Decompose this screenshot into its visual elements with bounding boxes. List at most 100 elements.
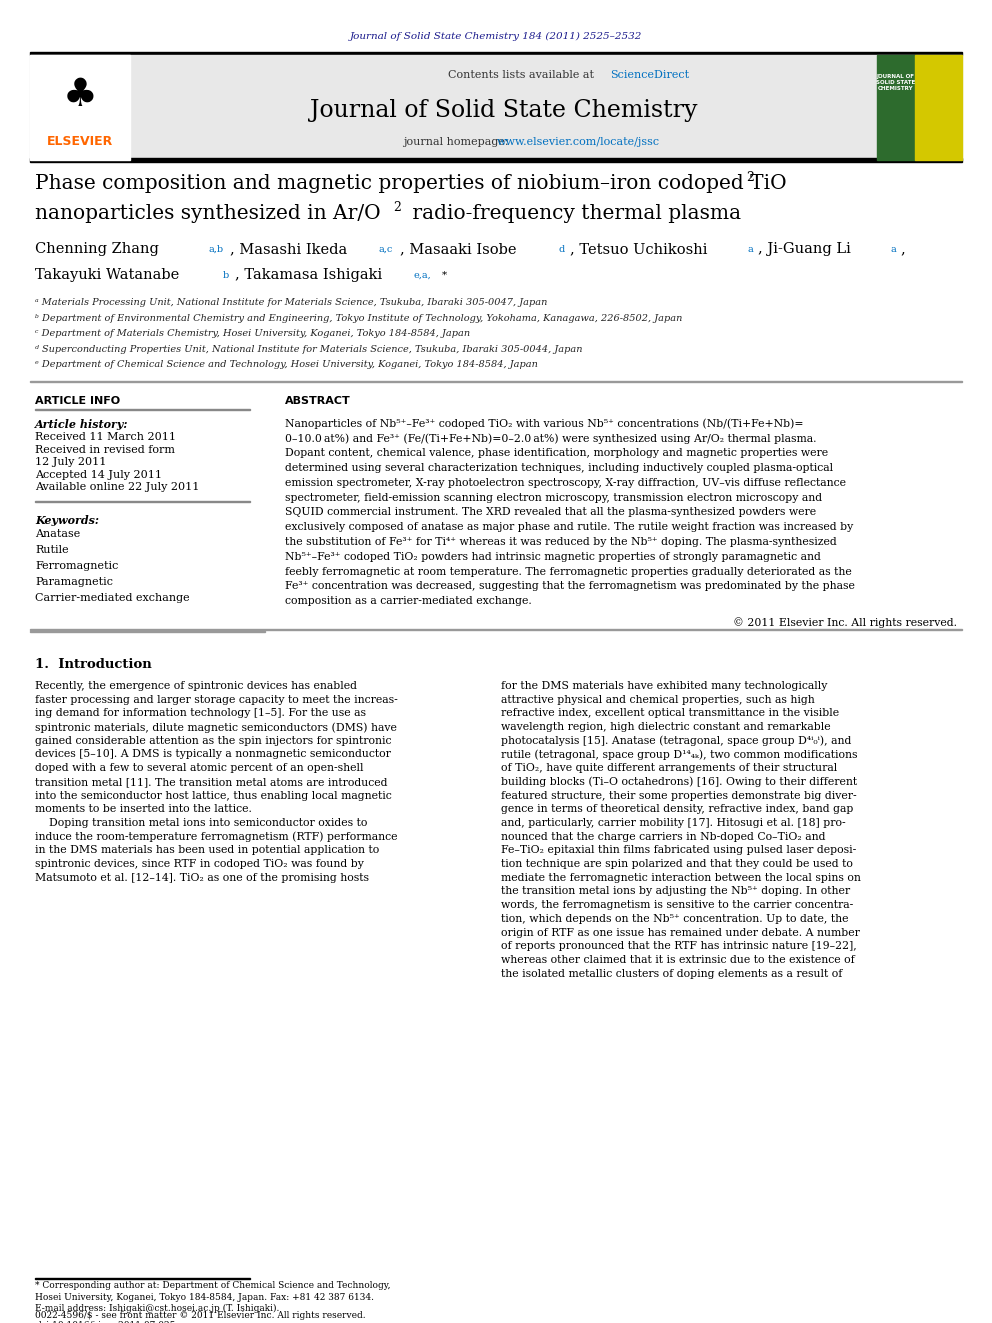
Text: the transition metal ions by adjusting the Nb⁵⁺ doping. In other: the transition metal ions by adjusting t… — [501, 886, 850, 897]
Bar — [877, 56, 916, 160]
Text: Hosei University, Koganei, Tokyo 184-8584, Japan. Fax: +81 42 387 6134.: Hosei University, Koganei, Tokyo 184-858… — [35, 1293, 374, 1302]
Text: ,: , — [900, 242, 905, 255]
Text: e,a,: e,a, — [414, 271, 432, 280]
Text: ARTICLE INFO: ARTICLE INFO — [35, 396, 120, 406]
Text: of TiO₂, have quite different arrangements of their structural: of TiO₂, have quite different arrangemen… — [501, 763, 837, 773]
Text: Paramagnetic: Paramagnetic — [35, 577, 113, 587]
Text: gence in terms of theoretical density, refractive index, band gap: gence in terms of theoretical density, r… — [501, 804, 853, 814]
Text: exclusively composed of anatase as major phase and rutile. The rutile weight fra: exclusively composed of anatase as major… — [285, 523, 853, 532]
Text: ELSEVIER: ELSEVIER — [47, 135, 113, 148]
Text: Anatase: Anatase — [35, 529, 80, 538]
Text: ᶜ Department of Materials Chemistry, Hosei University, Koganei, Tokyo 184-8584, : ᶜ Department of Materials Chemistry, Hos… — [35, 329, 470, 337]
Text: , Ji-Guang Li: , Ji-Guang Li — [758, 242, 851, 255]
Text: the isolated metallic clusters of doping elements as a result of: the isolated metallic clusters of doping… — [501, 968, 842, 979]
Text: Recently, the emergence of spintronic devices has enabled: Recently, the emergence of spintronic de… — [35, 681, 357, 691]
Text: doi:10.1016/j.jssc.2011.07.025: doi:10.1016/j.jssc.2011.07.025 — [35, 1320, 176, 1323]
Text: b: b — [223, 271, 229, 280]
Text: induce the room-temperature ferromagnetism (RTF) performance: induce the room-temperature ferromagneti… — [35, 832, 398, 843]
Text: Matsumoto et al. [12–14]. TiO₂ as one of the promising hosts: Matsumoto et al. [12–14]. TiO₂ as one of… — [35, 873, 369, 882]
Text: Rutile: Rutile — [35, 545, 68, 556]
Text: ᵇ Department of Environmental Chemistry and Engineering, Tokyo Institute of Tech: ᵇ Department of Environmental Chemistry … — [35, 314, 682, 323]
Text: Accepted 14 July 2011: Accepted 14 July 2011 — [35, 470, 162, 479]
Bar — [30, 157, 962, 161]
Text: featured structure, their some properties demonstrate big diver-: featured structure, their some propertie… — [501, 791, 857, 800]
Text: tion technique are spin polarized and that they could be used to: tion technique are spin polarized and th… — [501, 859, 853, 869]
Text: a: a — [747, 245, 753, 254]
Text: composition as a carrier-mediated exchange.: composition as a carrier-mediated exchan… — [285, 597, 532, 606]
Text: gained considerable attention as the spin injectors for spintronic: gained considerable attention as the spi… — [35, 736, 392, 746]
Text: building blocks (Ti–O octahedrons) [16]. Owing to their different: building blocks (Ti–O octahedrons) [16].… — [501, 777, 857, 787]
Text: moments to be inserted into the lattice.: moments to be inserted into the lattice. — [35, 804, 252, 814]
Text: ing demand for information technology [1–5]. For the use as: ing demand for information technology [1… — [35, 708, 366, 718]
Text: Received 11 March 2011: Received 11 March 2011 — [35, 433, 176, 442]
Text: d: d — [558, 245, 564, 254]
Text: a,b: a,b — [208, 245, 223, 254]
Text: determined using several characterization techniques, including inductively coup: determined using several characterizatio… — [285, 463, 833, 472]
Text: ᵉ Department of Chemical Science and Technology, Hosei University, Koganei, Toky: ᵉ Department of Chemical Science and Tec… — [35, 360, 538, 369]
Text: Phase composition and magnetic properties of niobium–iron codoped TiO: Phase composition and magnetic propertie… — [35, 175, 787, 193]
Text: JOURNAL OF
SOLID STATE
CHEMISTRY: JOURNAL OF SOLID STATE CHEMISTRY — [876, 74, 916, 90]
Text: words, the ferromagnetism is sensitive to the carrier concentra-: words, the ferromagnetism is sensitive t… — [501, 900, 853, 910]
Text: Fe³⁺ concentration was decreased, suggesting that the ferromagnetism was predomi: Fe³⁺ concentration was decreased, sugges… — [285, 581, 855, 591]
Text: ScienceDirect: ScienceDirect — [610, 70, 689, 79]
Text: 2: 2 — [746, 171, 754, 184]
Text: mediate the ferromagnetic interaction between the local spins on: mediate the ferromagnetic interaction be… — [501, 873, 861, 882]
Text: of reports pronounced that the RTF has intrinsic nature [19–22],: of reports pronounced that the RTF has i… — [501, 941, 857, 951]
Bar — [30, 56, 962, 160]
Text: SQUID commercial instrument. The XRD revealed that all the plasma-synthesized po: SQUID commercial instrument. The XRD rev… — [285, 507, 816, 517]
Text: , Masaaki Isobe: , Masaaki Isobe — [400, 242, 517, 255]
Text: Available online 22 July 2011: Available online 22 July 2011 — [35, 482, 199, 492]
Text: , Tetsuo Uchikoshi: , Tetsuo Uchikoshi — [570, 242, 707, 255]
Text: emission spectrometer, X-ray photoelectron spectroscopy, X-ray diffraction, UV–v: emission spectrometer, X-ray photoelectr… — [285, 478, 846, 488]
Text: 2: 2 — [393, 201, 401, 214]
Text: in the DMS materials has been used in potential application to: in the DMS materials has been used in po… — [35, 845, 379, 855]
Text: the substitution of Fe³⁺ for Ti⁴⁺ whereas it was reduced by the Nb⁵⁺ doping. The: the substitution of Fe³⁺ for Ti⁴⁺ wherea… — [285, 537, 836, 546]
Bar — [30, 56, 130, 160]
Text: nounced that the charge carriers in Nb-doped Co–TiO₂ and: nounced that the charge carriers in Nb-d… — [501, 832, 825, 841]
Text: origin of RTF as one issue has remained under debate. A number: origin of RTF as one issue has remained … — [501, 927, 860, 938]
Text: tion, which depends on the Nb⁵⁺ concentration. Up to date, the: tion, which depends on the Nb⁵⁺ concentr… — [501, 914, 848, 923]
Text: 0022-4596/$ - see front matter © 2011 Elsevier Inc. All rights reserved.: 0022-4596/$ - see front matter © 2011 El… — [35, 1311, 366, 1320]
Text: whereas other claimed that it is extrinsic due to the existence of: whereas other claimed that it is extrins… — [501, 955, 855, 964]
Text: wavelength region, high dielectric constant and remarkable: wavelength region, high dielectric const… — [501, 722, 830, 732]
Text: ABSTRACT: ABSTRACT — [285, 396, 351, 406]
Text: Contents lists available at: Contents lists available at — [448, 70, 598, 79]
Text: Dopant content, chemical valence, phase identification, morphology and magnetic : Dopant content, chemical valence, phase … — [285, 448, 828, 458]
Text: and, particularly, carrier mobility [17]. Hitosugi et al. [18] pro-: and, particularly, carrier mobility [17]… — [501, 818, 845, 828]
Text: devices [5–10]. A DMS is typically a nonmagnetic semiconductor: devices [5–10]. A DMS is typically a non… — [35, 749, 391, 759]
Text: ᵈ Superconducting Properties Unit, National Institute for Materials Science, Tsu: ᵈ Superconducting Properties Unit, Natio… — [35, 344, 582, 353]
Text: feebly ferromagnetic at room temperature. The ferromagnetic properties gradually: feebly ferromagnetic at room temperature… — [285, 566, 852, 577]
Bar — [30, 53, 962, 56]
Text: photocatalysis [15]. Anatase (tetragonal, space group D⁴ⁱ₀ⁱ), and: photocatalysis [15]. Anatase (tetragonal… — [501, 736, 851, 746]
Text: spectrometer, field-emission scanning electron microscopy, transmission electron: spectrometer, field-emission scanning el… — [285, 492, 822, 503]
Text: a,c: a,c — [378, 245, 393, 254]
Text: Ferromagnetic: Ferromagnetic — [35, 561, 118, 572]
Text: *: * — [442, 271, 447, 280]
Text: 12 July 2011: 12 July 2011 — [35, 456, 106, 467]
Text: Received in revised form: Received in revised form — [35, 445, 175, 455]
Text: for the DMS materials have exhibited many technologically: for the DMS materials have exhibited man… — [501, 681, 827, 691]
Text: , Masashi Ikeda: , Masashi Ikeda — [230, 242, 347, 255]
Text: refractive index, excellent optical transmittance in the visible: refractive index, excellent optical tran… — [501, 708, 839, 718]
Text: * Corresponding author at: Department of Chemical Science and Technology,: * Corresponding author at: Department of… — [35, 1281, 391, 1290]
Text: E-mail address: Ishigaki@cst.hosei.ac.jp (T. Ishigaki).: E-mail address: Ishigaki@cst.hosei.ac.jp… — [35, 1304, 280, 1314]
Text: Journal of Solid State Chemistry 184 (2011) 2525–2532: Journal of Solid State Chemistry 184 (20… — [350, 32, 642, 41]
Text: Nanoparticles of Nb⁵⁺–Fe³⁺ codoped TiO₂ with various Nb⁵⁺ concentrations (Nb/(Ti: Nanoparticles of Nb⁵⁺–Fe³⁺ codoped TiO₂ … — [285, 418, 804, 429]
Text: © 2011 Elsevier Inc. All rights reserved.: © 2011 Elsevier Inc. All rights reserved… — [733, 617, 957, 627]
Text: attractive physical and chemical properties, such as high: attractive physical and chemical propert… — [501, 695, 814, 705]
Text: into the semiconductor host lattice, thus enabling local magnetic: into the semiconductor host lattice, thu… — [35, 791, 392, 800]
Text: radio-frequency thermal plasma: radio-frequency thermal plasma — [406, 204, 741, 224]
Text: nanoparticles synthesized in Ar/O: nanoparticles synthesized in Ar/O — [35, 204, 381, 224]
Text: Keywords:: Keywords: — [35, 515, 99, 525]
Text: Carrier-mediated exchange: Carrier-mediated exchange — [35, 593, 189, 603]
Text: spintronic materials, dilute magnetic semiconductors (DMS) have: spintronic materials, dilute magnetic se… — [35, 722, 397, 733]
Text: www.elsevier.com/locate/jssc: www.elsevier.com/locate/jssc — [497, 138, 660, 147]
Text: spintronic devices, since RTF in codoped TiO₂ was found by: spintronic devices, since RTF in codoped… — [35, 859, 364, 869]
Text: rutile (tetragonal, space group D¹⁴₄ₖ), two common modifications: rutile (tetragonal, space group D¹⁴₄ₖ), … — [501, 749, 857, 759]
Text: Fe–TiO₂ epitaxial thin films fabricated using pulsed laser deposi-: Fe–TiO₂ epitaxial thin films fabricated … — [501, 845, 856, 855]
Text: 1.  Introduction: 1. Introduction — [35, 658, 152, 671]
Text: doped with a few to several atomic percent of an open-shell: doped with a few to several atomic perce… — [35, 763, 363, 773]
Text: ♣: ♣ — [62, 75, 97, 114]
Text: a: a — [890, 245, 896, 254]
Text: Doping transition metal ions into semiconductor oxides to: Doping transition metal ions into semico… — [35, 818, 367, 828]
